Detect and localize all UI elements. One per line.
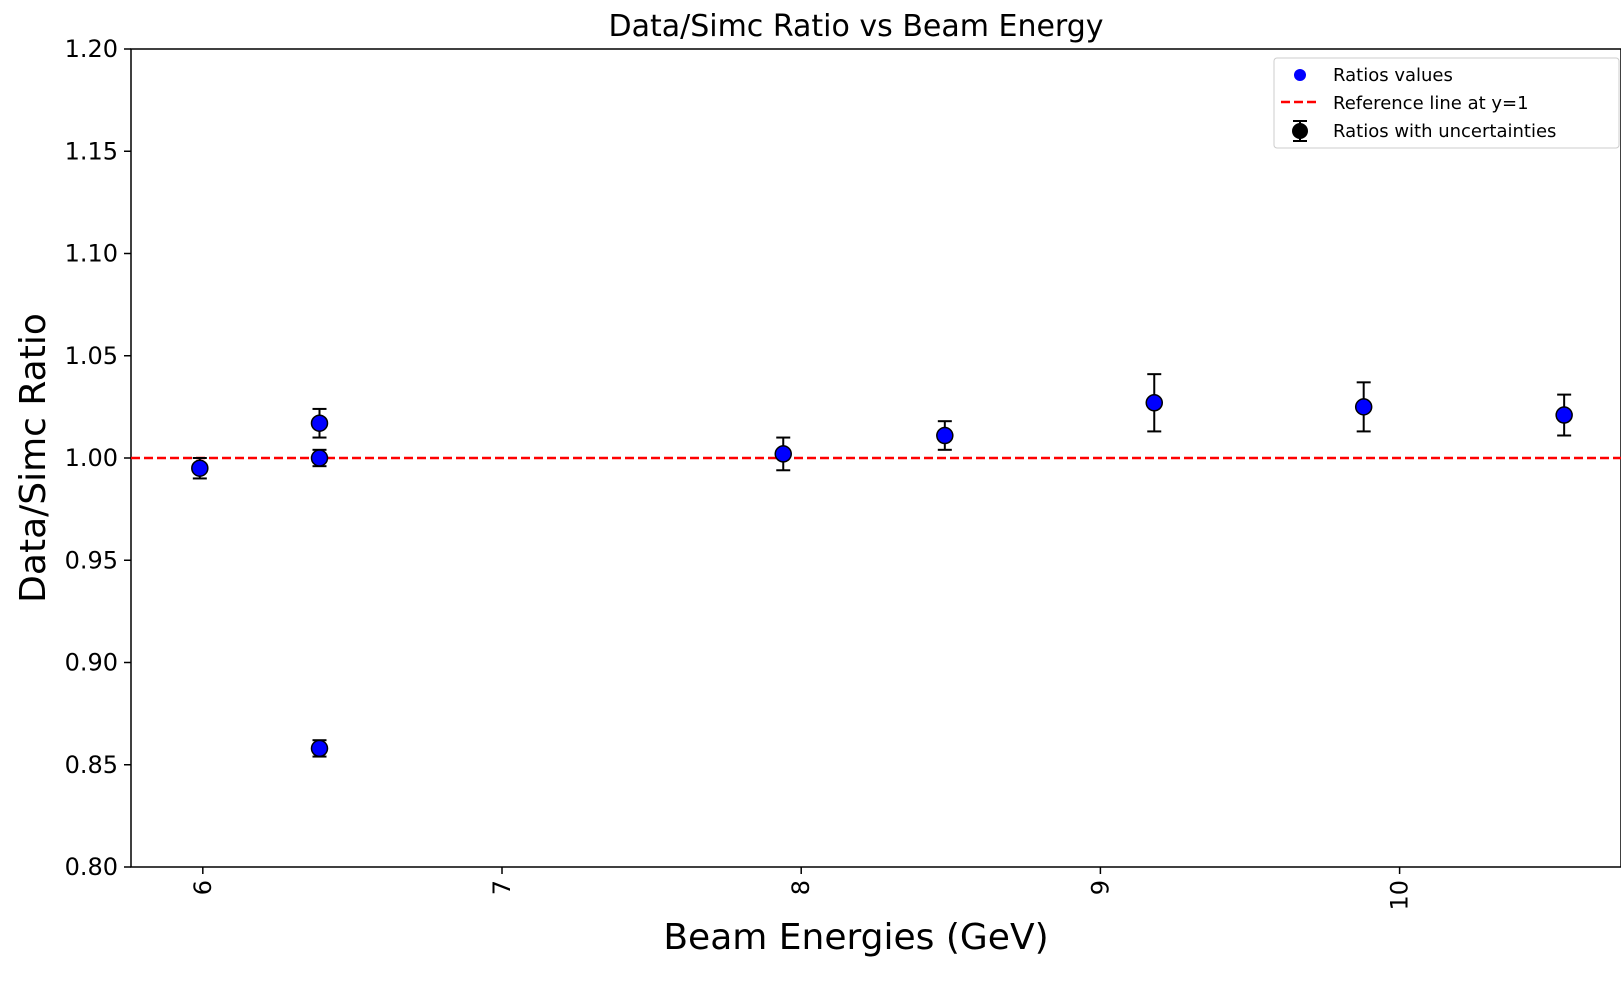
- legend-frame: [1273, 57, 1620, 149]
- data-point: [774, 436, 792, 472]
- x-tick-label: 8: [787, 880, 815, 895]
- legend-errorbar-marker: [1292, 123, 1308, 139]
- x-axis-label: Beam Energies (GeV): [663, 917, 1048, 958]
- point-marker: [310, 414, 329, 432]
- point-marker: [1145, 394, 1164, 412]
- legend-points-label: Ratios values: [1333, 65, 1453, 86]
- y-tick-label: 1.20: [65, 35, 118, 63]
- data-point: [310, 448, 329, 468]
- y-tick-label: 0.85: [65, 751, 118, 779]
- y-axis-label: Data/Simc Ratio: [13, 313, 54, 603]
- data-point: [1145, 373, 1164, 433]
- point-marker: [936, 426, 954, 445]
- data-point: [191, 457, 209, 480]
- legend: Ratios values Reference line at y=1 Rati…: [1273, 57, 1620, 149]
- legend-errorbar-label: Ratios with uncertainties: [1333, 121, 1556, 142]
- point-marker: [774, 445, 792, 463]
- x-tick-label: 10: [1386, 880, 1414, 911]
- y-tick-label: 1.15: [65, 137, 118, 165]
- y-tick-label: 1.10: [65, 240, 118, 268]
- y-tick-label: 1.00: [65, 444, 118, 472]
- y-axis: 0.80 0.85 0.90 0.95 1.00 1.05 1.10 1.15 1.20: [65, 35, 131, 881]
- data-point: [310, 407, 329, 439]
- x-tick-label: 9: [1086, 880, 1114, 895]
- data-point: [936, 420, 954, 451]
- data-point: [1555, 393, 1573, 437]
- y-tick-label: 1.05: [65, 342, 118, 370]
- chart-title: Data/Simc Ratio vs Beam Energy: [608, 9, 1103, 44]
- legend-line-label: Reference line at y=1: [1333, 93, 1529, 114]
- data-point: [1354, 381, 1373, 433]
- point-marker: [310, 739, 329, 758]
- data-point: [310, 739, 329, 758]
- y-tick-label: 0.90: [65, 649, 118, 677]
- x-tick-label: 7: [488, 880, 516, 895]
- legend-points-marker: [1294, 69, 1306, 81]
- y-tick-label: 0.95: [65, 546, 118, 574]
- point-marker: [1555, 406, 1573, 424]
- point-marker: [310, 449, 329, 467]
- point-marker: [1354, 398, 1373, 416]
- y-tick-label: 0.80: [65, 853, 118, 881]
- data-points: [191, 373, 1573, 758]
- x-tick-label: 6: [189, 880, 217, 895]
- x-axis: 6 7 8 9 10: [189, 867, 1414, 911]
- point-marker: [191, 459, 209, 477]
